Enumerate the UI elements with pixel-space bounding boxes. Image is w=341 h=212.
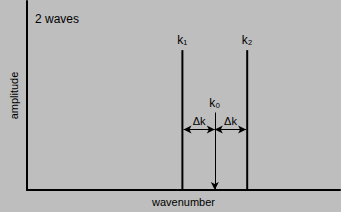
svg-text:Δk: Δk: [193, 115, 206, 127]
svg-text:Δk: Δk: [224, 115, 237, 127]
svg-text:k₂: k₂: [242, 33, 253, 47]
svg-text:k₁: k₁: [177, 33, 187, 47]
svg-text:amplitude: amplitude: [8, 72, 20, 120]
svg-text:k₀: k₀: [209, 96, 220, 110]
svg-text:2 waves: 2 waves: [35, 12, 79, 26]
svg-text:wavenumber: wavenumber: [151, 196, 215, 208]
